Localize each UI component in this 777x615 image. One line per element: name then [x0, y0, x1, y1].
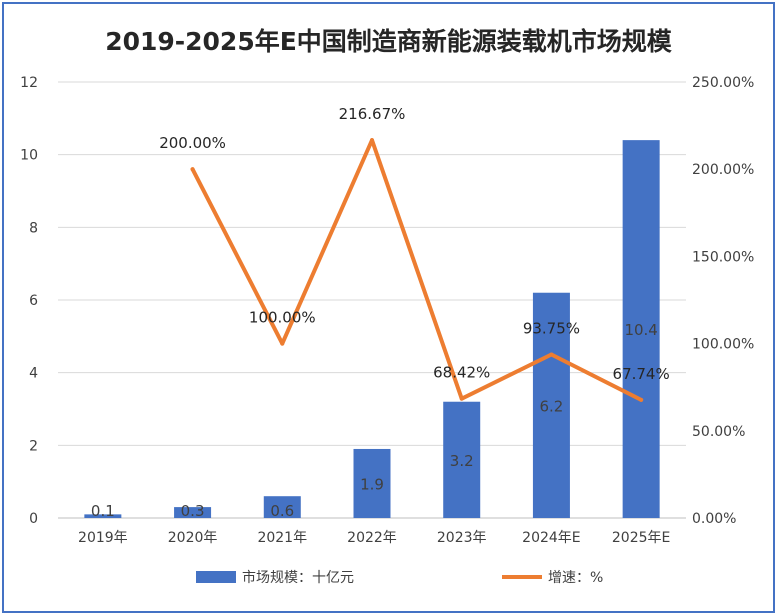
- bar: [263, 496, 301, 518]
- bar-data-label: 3.2: [450, 452, 474, 470]
- x-tick-label: 2019年: [78, 530, 128, 546]
- bar-data-label: 10.4: [624, 321, 657, 339]
- chart-title: 2019-2025年E中国制造商新能源装载机市场规模: [105, 27, 672, 56]
- y-left-tick-label: 4: [29, 366, 38, 382]
- y-left-tick-label: 12: [20, 75, 38, 91]
- bar-data-label: 0.6: [270, 502, 294, 520]
- line-data-label: 216.67%: [339, 105, 406, 123]
- y-right-tick-label: 250.00%: [692, 75, 754, 91]
- line-point: [370, 138, 374, 143]
- line-data-label: 68.42%: [433, 364, 490, 382]
- line-data-label: 93.75%: [523, 320, 580, 338]
- line-data-label: 100.00%: [249, 309, 316, 327]
- bar-data-label: 1.9: [360, 475, 384, 493]
- line-data-label: 200.00%: [159, 134, 226, 152]
- growth-line: [190, 138, 644, 402]
- y-right-tick-label: 100.00%: [692, 337, 754, 353]
- line-data-label: 67.74%: [613, 365, 670, 383]
- x-tick-label: 2025年E: [612, 530, 670, 546]
- line-point: [190, 167, 195, 172]
- x-tick-label: 2022年: [347, 530, 397, 546]
- bar: [532, 292, 570, 518]
- line-point: [280, 341, 285, 346]
- y-right-tick-label: 50.00%: [692, 424, 745, 440]
- y-left-tick-label: 10: [20, 148, 38, 164]
- legend-label-line: 增速：%: [548, 570, 603, 586]
- line-point: [639, 397, 644, 402]
- y-left-tick-label: 2: [29, 438, 38, 454]
- x-tick-label: 2023年: [437, 530, 487, 546]
- bar: [353, 448, 391, 518]
- bar-data-label: 6.2: [539, 397, 563, 415]
- x-tick-label: 2021年: [257, 530, 307, 546]
- y-right-tick-label: 150.00%: [692, 249, 754, 265]
- bar-data-label: 0.3: [181, 502, 205, 520]
- legend-swatch-bar: [196, 571, 236, 583]
- bar-data-label: 0.1: [91, 502, 115, 520]
- y-right-tick-label: 200.00%: [692, 162, 754, 178]
- bar: [443, 401, 481, 518]
- bar: [622, 140, 660, 518]
- bar: [84, 514, 122, 518]
- legend-label-bar: 市场规模：十亿元: [242, 569, 354, 586]
- line-point: [459, 396, 464, 401]
- x-tick-label: 2020年: [168, 530, 218, 546]
- bar: [174, 507, 212, 518]
- y-left-tick-label: 6: [29, 293, 38, 309]
- y-left-tick-label: 0: [29, 511, 38, 527]
- x-tick-label: 2024年E: [522, 530, 580, 546]
- y-left-tick-label: 8: [29, 220, 38, 236]
- y-right-tick-label: 0.00%: [692, 511, 736, 527]
- line-point: [549, 352, 554, 357]
